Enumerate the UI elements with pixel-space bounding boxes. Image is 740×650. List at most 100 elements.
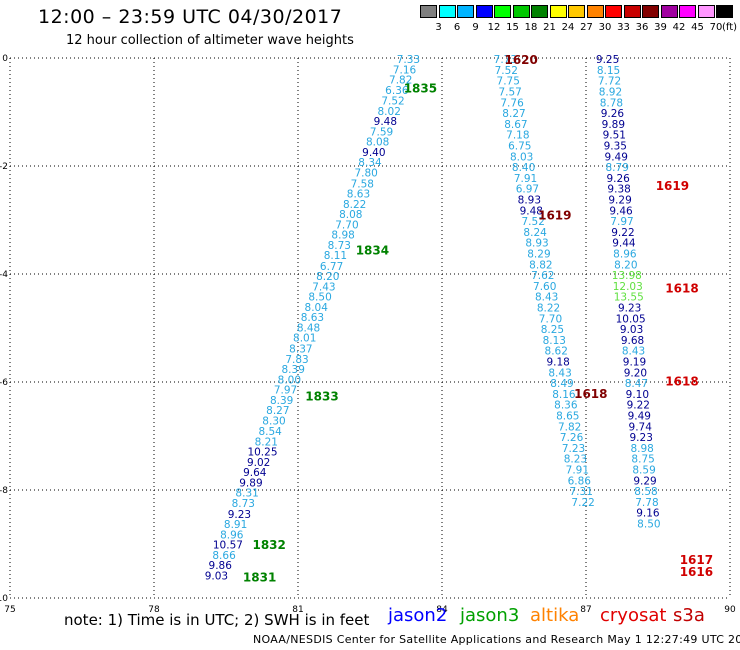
legend-label: 30 bbox=[598, 22, 612, 33]
wave-height-value: 8.66 bbox=[212, 550, 236, 562]
wave-height-value: 8.48 bbox=[297, 322, 320, 334]
wave-height-value: 7.82 bbox=[558, 421, 581, 433]
legend-swatch bbox=[438, 5, 456, 18]
wave-height-value: 9.51 bbox=[603, 130, 626, 142]
legend-swatch bbox=[475, 5, 493, 18]
wave-height-value: 8.08 bbox=[339, 209, 362, 221]
wave-height-value: 8.25 bbox=[541, 324, 564, 336]
wave-height-value: 8.00 bbox=[278, 374, 301, 386]
wave-height-value: 8.63 bbox=[301, 312, 324, 324]
wave-height-value: 8.91 bbox=[224, 519, 247, 531]
pass-time-label: 1618 bbox=[665, 374, 698, 388]
legend-swatch bbox=[623, 5, 641, 18]
legend-label: 6 bbox=[453, 22, 461, 33]
wave-height-value: 10.25 bbox=[247, 447, 277, 459]
wave-height-value: 8.27 bbox=[266, 405, 289, 417]
wave-height-value: 8.50 bbox=[308, 292, 331, 304]
wave-height-value: 9.03 bbox=[620, 324, 643, 336]
wave-height-value: 9.74 bbox=[629, 421, 653, 433]
wave-height-value: 9.89 bbox=[602, 119, 625, 131]
credit-line: NOAA/NESDIS Center for Satellite Applica… bbox=[253, 633, 740, 646]
wave-height-value: 8.98 bbox=[331, 230, 354, 242]
legend-swatch bbox=[660, 5, 678, 18]
x-tick-label: 75 bbox=[4, 605, 15, 615]
wave-height-value: 7.33 bbox=[397, 54, 420, 66]
wave-height-value: 9.35 bbox=[604, 140, 627, 152]
wave-height-value: 8.63 bbox=[347, 189, 370, 201]
x-tick-label: 84 bbox=[436, 605, 448, 615]
wave-height-value: 8.02 bbox=[378, 106, 401, 118]
pass-time-label: 1619 bbox=[656, 179, 689, 193]
satellite-cryosat: cryosat bbox=[600, 605, 667, 626]
wave-height-value: 7.62 bbox=[531, 270, 554, 282]
pass-time-label: 1831 bbox=[243, 570, 276, 584]
wave-height-value: 9.22 bbox=[627, 400, 650, 412]
wave-height-value: 9.44 bbox=[612, 238, 636, 250]
legend-swatch bbox=[697, 5, 715, 18]
wave-height-value: 9.48 bbox=[374, 116, 397, 128]
wave-height-value: 8.50 bbox=[637, 518, 660, 530]
wave-height-value: 13.98 bbox=[612, 270, 642, 282]
wave-height-value: 10.57 bbox=[213, 540, 243, 552]
legend-swatch bbox=[586, 5, 604, 18]
wave-height-value: 7.57 bbox=[498, 86, 521, 98]
legend-label: 21 bbox=[543, 22, 556, 33]
wave-height-value: 8.96 bbox=[220, 529, 244, 541]
wave-height-value: 7.76 bbox=[500, 97, 524, 109]
wave-height-value: 8.62 bbox=[545, 346, 568, 358]
legend-label: 39 bbox=[654, 22, 667, 33]
wave-height-value: 12.03 bbox=[613, 281, 643, 293]
wave-height-value: 8.24 bbox=[523, 227, 547, 239]
wave-height-value: 7.80 bbox=[354, 167, 377, 179]
wave-height-value: 9.89 bbox=[239, 477, 262, 489]
wave-height-value: 8.67 bbox=[504, 119, 527, 131]
wave-height-value: 8.27 bbox=[502, 108, 525, 120]
wave-height-value: 8.22 bbox=[537, 302, 560, 314]
wave-height-value: 8.73 bbox=[328, 240, 351, 252]
x-tick-label: 81 bbox=[292, 605, 303, 615]
y-tick-label: -6 bbox=[0, 378, 8, 388]
wave-height-value: 6.36 bbox=[385, 85, 409, 97]
wave-height-value: 8.58 bbox=[634, 486, 657, 498]
wave-height-value: 7.72 bbox=[598, 76, 621, 88]
wave-height-value: 8.65 bbox=[556, 410, 579, 422]
wave-height-value: 9.26 bbox=[601, 108, 625, 120]
y-tick-label: -4 bbox=[0, 270, 8, 280]
wave-height-value: 8.21 bbox=[255, 436, 278, 448]
satellite-s3a: s3a bbox=[673, 605, 705, 626]
wave-height-value: 8.79 bbox=[606, 162, 629, 174]
x-tick-label: 78 bbox=[148, 605, 160, 615]
wave-height-value: 8.98 bbox=[630, 443, 653, 455]
wave-height-value: 7.23 bbox=[562, 443, 585, 455]
wave-height-value: 9.49 bbox=[605, 151, 628, 163]
wave-height-value: 8.96 bbox=[613, 248, 637, 260]
satellite-jason3: jason3 bbox=[460, 605, 520, 626]
pass-time-label: 1834 bbox=[356, 244, 389, 258]
wave-height-value: 10.05 bbox=[616, 313, 646, 325]
wave-height-value: 7.75 bbox=[497, 76, 520, 88]
wave-height-value: 8.39 bbox=[270, 395, 293, 407]
wave-height-value: 9.64 bbox=[243, 467, 267, 479]
legend-swatch bbox=[512, 5, 530, 18]
legend-swatch bbox=[642, 5, 659, 18]
wave-height-value: 8.20 bbox=[614, 259, 637, 271]
wave-height-value: 7.22 bbox=[571, 497, 594, 509]
wave-height-value: 8.13 bbox=[543, 335, 566, 347]
legend-swatch bbox=[420, 5, 437, 18]
wave-height-value: 7.52 bbox=[381, 96, 404, 108]
wave-height-value: 7.52 bbox=[522, 216, 545, 228]
wave-height-value: 9.23 bbox=[618, 302, 641, 314]
legend-label: 36 bbox=[635, 22, 649, 33]
wave-height-value: 7.31 bbox=[570, 486, 593, 498]
wave-height-value: 8.22 bbox=[343, 199, 366, 211]
wave-height-value: 8.37 bbox=[289, 344, 312, 356]
wave-height-value: 8.03 bbox=[510, 151, 533, 163]
pass-time-label: 1620 bbox=[504, 53, 537, 67]
wave-height-value: 9.02 bbox=[247, 457, 270, 469]
pass-time-label: 1835 bbox=[404, 82, 437, 96]
legend-swatch bbox=[531, 5, 548, 18]
legend-label: 27 bbox=[580, 22, 593, 33]
wave-height-value: 9.46 bbox=[609, 205, 633, 217]
wave-height-value: 9.23 bbox=[630, 432, 653, 444]
